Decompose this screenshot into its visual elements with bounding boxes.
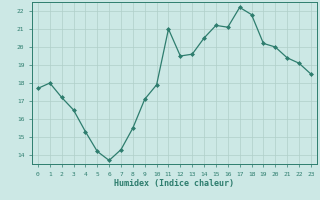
X-axis label: Humidex (Indice chaleur): Humidex (Indice chaleur) (115, 179, 234, 188)
